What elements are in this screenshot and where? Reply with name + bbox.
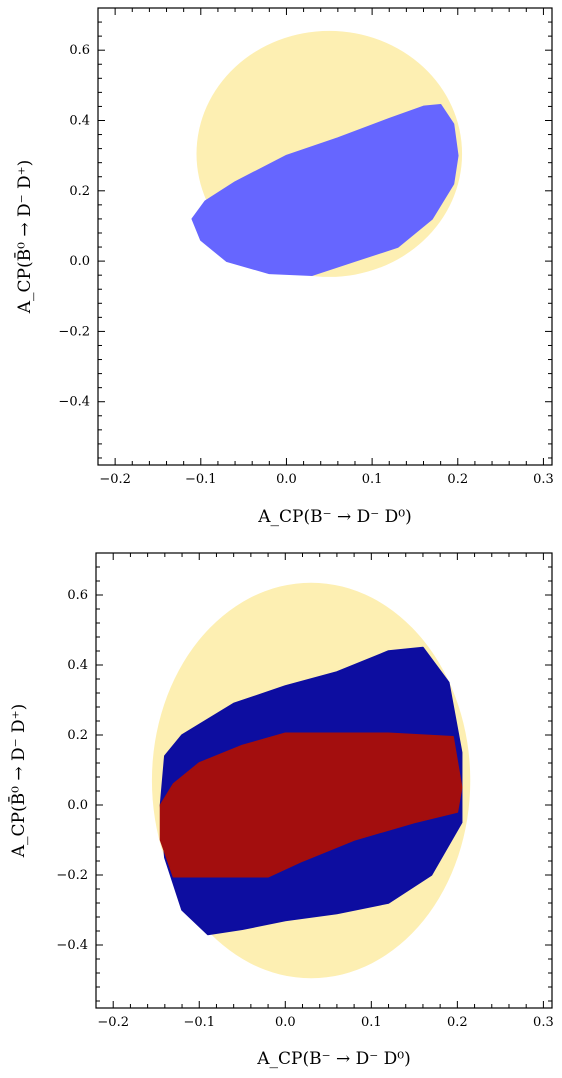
x-tick-label: 0.3 bbox=[533, 472, 554, 487]
bottom-chart-svg: −0.2 −0.1 0.0 0.1 0.2 0.3 −0.4 −0.2 0.0 0.2 0.4 0.6… bbox=[7, 552, 554, 1069]
y-tick-label: −0.4 bbox=[58, 395, 90, 410]
x-tick-label: 0.2 bbox=[447, 1015, 468, 1030]
y-tick-label: 0.0 bbox=[69, 254, 90, 269]
bottom-chart-panel: −0.2 −0.1 0.0 0.1 0.2 0.3 −0.4 −0.2 0.0 0.2 0.4 0.6… bbox=[0, 540, 562, 1078]
x-tick-label: −0.1 bbox=[183, 1015, 215, 1030]
plot-area bbox=[151, 582, 471, 979]
x-tick-label: −0.2 bbox=[97, 1015, 129, 1030]
x-tick-label: 0.0 bbox=[275, 1015, 296, 1030]
y-tick-label: 0.4 bbox=[67, 658, 88, 673]
y-tick-label: 0.6 bbox=[67, 588, 88, 603]
y-tick-label: −0.4 bbox=[56, 938, 88, 953]
top-chart-panel: −0.2 −0.1 0.0 0.1 0.2 0.3 −0.4 −0.2 0.0 0.2 0.4 0.6… bbox=[13, 7, 554, 527]
x-tick-label: 0.2 bbox=[447, 472, 468, 487]
y-tick-label: −0.2 bbox=[58, 324, 90, 339]
y-axis-label: A_CP(B̄⁰ → D⁻ D⁺) bbox=[13, 160, 35, 314]
y-tick-label: −0.2 bbox=[56, 868, 88, 883]
x-tick-label: −0.2 bbox=[99, 472, 131, 487]
x-axis-label: A_CP(B⁻ → D⁻ D⁰) bbox=[257, 507, 411, 527]
y-tick-label: 0.2 bbox=[67, 728, 88, 743]
y-tick-label: 0.4 bbox=[69, 113, 90, 128]
plot-frame bbox=[97, 7, 553, 466]
x-tick-label: −0.1 bbox=[185, 472, 217, 487]
x-tick-label: 0.1 bbox=[362, 472, 383, 487]
region-polygon-2 bbox=[159, 732, 463, 878]
x-axis-label: A_CP(B⁻ → D⁻ D⁰) bbox=[256, 1049, 410, 1069]
region-polygon-1 bbox=[191, 103, 459, 276]
y-axis-label: A_CP(B̄⁰ → D⁻ D⁺) bbox=[7, 704, 29, 858]
y-tick-label: 0.2 bbox=[69, 184, 90, 199]
y-tick-label: 0.6 bbox=[69, 43, 90, 58]
x-tick-label: 0.3 bbox=[533, 1015, 554, 1030]
x-tick-label: 0.1 bbox=[361, 1015, 382, 1030]
plot-frame bbox=[95, 552, 553, 1009]
x-tick-label: 0.0 bbox=[276, 472, 297, 487]
plot-area bbox=[191, 30, 463, 277]
top-chart-svg: −0.2 −0.1 0.0 0.1 0.2 0.3 −0.4 −0.2 0.0 0.2 0.4 0.6… bbox=[13, 7, 554, 527]
y-tick-label: 0.0 bbox=[67, 798, 88, 813]
